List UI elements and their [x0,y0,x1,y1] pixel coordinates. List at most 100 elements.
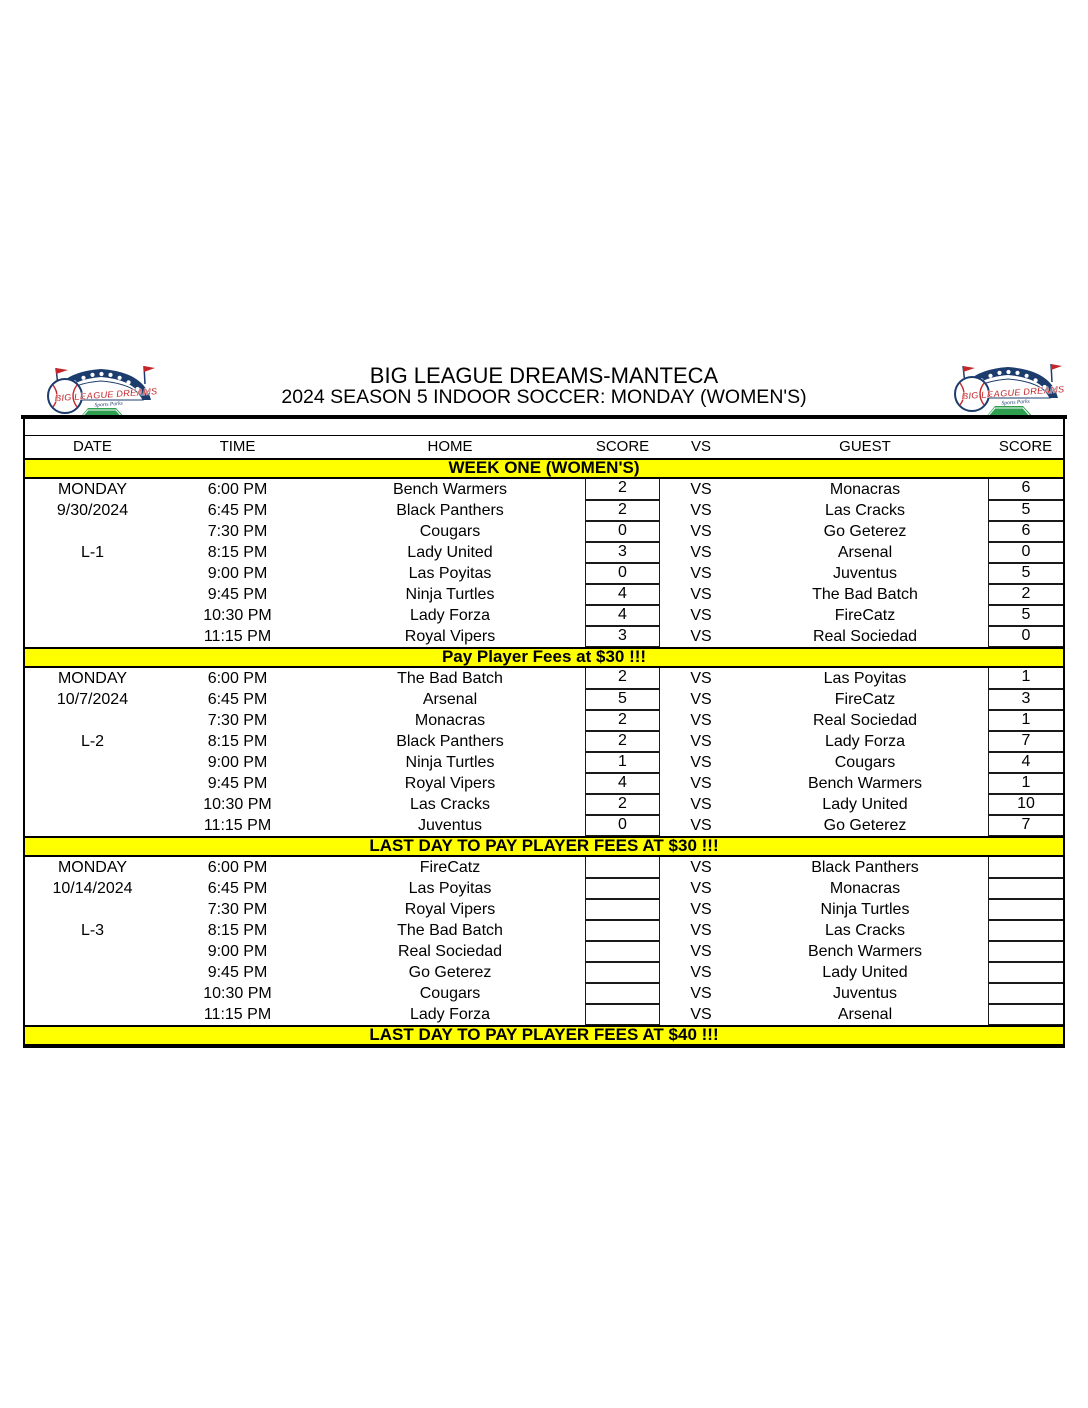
home-score-cell: 4 [585,584,660,605]
home-score-cell: 2 [585,668,660,689]
page-subtitle: 2024 SEASON 5 INDOOR SOCCER: MONDAY (WOM… [281,386,807,408]
schedule-table: DATE TIME HOME SCORE VS GUEST SCORE WEEK… [23,419,1065,1048]
home-score-cell: 2 [585,731,660,752]
time-cell: 6:45 PM [207,880,268,897]
big-league-dreams-logo: BIG LEAGUE DREAMS Sports Parks [44,360,160,422]
game-row: 10:30 PM Las Cracks 2 VS Lady United 10 [25,794,1063,815]
vs-cell: VS [690,607,712,624]
guest-score-cell [988,962,1063,983]
baseball-icon [954,376,990,412]
game-row: MONDAY 6:00 PM The Bad Batch 2 VS Las Poyitas… [25,668,1063,689]
column-header-home: HOME [427,438,473,455]
guest-score-cell [988,941,1063,962]
guest-team-cell: Juventus [832,985,898,1002]
home-team-cell: Ninja Turtles [405,754,495,771]
time-cell: 6:00 PM [207,481,268,498]
column-header-vs: VS [690,438,711,455]
vs-cell: VS [690,901,712,918]
guest-team-cell: Bench Warmers [807,943,923,960]
home-score-cell: 0 [585,815,660,836]
guest-team-cell: Lady Forza [824,733,906,750]
home-team-cell: Royal Vipers [404,775,496,792]
big-league-dreams-logo: BIG LEAGUE DREAMS Sports Parks [951,358,1067,420]
date-cell: MONDAY [57,670,128,687]
date-cell [25,941,160,962]
time-cell: 10:30 PM [203,607,272,624]
page-title: BIG LEAGUE DREAMS-MANTECA [369,363,719,388]
home-score-cell: 4 [585,605,660,626]
date-cell: L-2 [80,733,105,750]
home-team-cell: Lady Forza [409,607,491,624]
time-cell: 10:30 PM [203,985,272,1002]
date-cell [25,710,160,731]
home-score-cell [585,857,660,878]
home-score-cell [585,941,660,962]
vs-cell: VS [690,628,712,645]
date-cell [25,794,160,815]
guest-score-cell: 10 [988,794,1063,815]
home-score-cell: 2 [585,794,660,815]
week-banner: WEEK ONE (WOMEN'S) [25,458,1063,479]
guest-score-cell [988,983,1063,1004]
game-row: 11:15 PM Lady Forza VS Arsenal [25,1004,1063,1025]
weeks-container: WEEK ONE (WOMEN'S) MONDAY 6:00 PM Bench War… [25,458,1063,1046]
guest-score-cell [988,1004,1063,1025]
fee-banner: LAST DAY TO PAY PLAYER FEES AT $30 !!! [25,836,1063,857]
vs-cell: VS [690,964,712,981]
time-cell: 7:30 PM [207,523,268,540]
vs-cell: VS [690,733,712,750]
guest-score-cell: 5 [988,605,1063,626]
home-score-cell: 0 [585,521,660,542]
home-team-cell: Las Cracks [409,796,491,813]
guest-score-cell [988,920,1063,941]
header-rule [21,415,1067,419]
home-score-cell [585,962,660,983]
logo-subtext: Sports Parks [1001,399,1030,407]
guest-team-cell: Arsenal [837,1006,893,1023]
time-cell: 9:00 PM [207,754,268,771]
big-league-dreams-logo-graphic: BIG LEAGUE DREAMS Sports Parks [951,358,1067,420]
home-team-cell: Real Sociedad [397,943,503,960]
guest-score-cell: 1 [988,710,1063,731]
guest-score-cell: 0 [988,542,1063,563]
home-team-cell: Lady Forza [409,1006,491,1023]
game-row: L-1 8:15 PM Lady United 3 VS Arsenal 0 [25,542,1063,563]
home-team-cell: The Bad Batch [397,922,503,939]
column-header-time: TIME [219,438,256,455]
time-cell: 11:15 PM [203,1006,272,1023]
guest-score-cell: 3 [988,689,1063,710]
guest-team-cell: Lady United [822,796,908,813]
guest-score-cell [988,878,1063,899]
guest-team-cell: Monacras [829,880,901,897]
fee-banner: LAST DAY TO PAY PLAYER FEES AT $40 !!! [25,1025,1063,1046]
vs-cell: VS [690,691,712,708]
guest-team-cell: Ninja Turtles [820,901,910,918]
column-header-row: DATE TIME HOME SCORE VS GUEST SCORE [25,435,1063,458]
time-cell: 7:30 PM [207,901,268,918]
game-row: 10/14/2024 6:45 PM Las Poyitas VS Monacras [25,878,1063,899]
vs-cell: VS [690,1006,712,1023]
home-team-cell: Black Panthers [396,733,504,750]
guest-team-cell: Lady United [822,964,908,981]
logo-subtext: Sports Parks [94,401,123,409]
game-row: 7:30 PM Monacras 2 VS Real Sociedad 1 [25,710,1063,731]
time-cell: 8:15 PM [207,544,268,561]
big-league-dreams-logo-graphic: BIG LEAGUE DREAMS Sports Parks [44,360,160,422]
home-team-cell: The Bad Batch [397,670,503,687]
guest-score-cell: 6 [988,479,1063,500]
date-cell [25,773,160,794]
game-row: 9:45 PM Royal Vipers 4 VS Bench Warmers 1 [25,773,1063,794]
vs-cell: VS [690,523,712,540]
date-cell [25,815,160,836]
date-cell [25,626,160,647]
vs-cell: VS [690,712,712,729]
time-cell: 6:00 PM [207,859,268,876]
home-score-cell: 1 [585,752,660,773]
game-row: MONDAY 6:00 PM FireCatz VS Black Panthers [25,857,1063,878]
time-cell: 9:45 PM [207,964,268,981]
home-team-cell: FireCatz [419,859,481,876]
time-cell: 7:30 PM [207,712,268,729]
game-row: 11:15 PM Juventus 0 VS Go Geterez 7 [25,815,1063,836]
home-score-cell: 4 [585,773,660,794]
